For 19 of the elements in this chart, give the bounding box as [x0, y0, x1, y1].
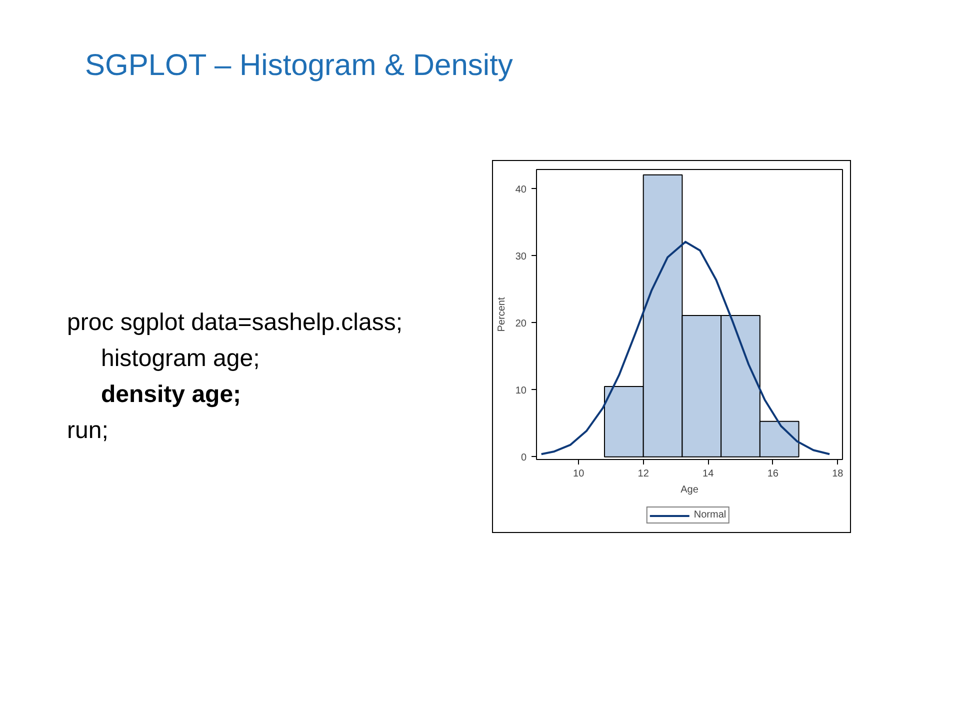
y-tick-label: 0	[520, 452, 527, 464]
text: run;	[67, 416, 110, 446]
y-tick-label: 40	[515, 184, 527, 196]
text: density age;	[100, 380, 242, 410]
y-axis-title: Percent	[496, 297, 508, 332]
x-tick-label: 10	[573, 468, 585, 480]
chart-title: SGPLOT – Histogram & Density	[85, 48, 513, 84]
x-axis-title: Age	[680, 484, 699, 496]
x-tick-label: 12	[638, 468, 650, 480]
x-tick-label: 14	[702, 468, 714, 480]
x-tick-label: 18	[832, 468, 844, 480]
y-tick-label: 20	[515, 318, 527, 330]
y-tick-label: 30	[515, 251, 527, 262]
line-series	[540, 240, 831, 456]
legend-label: Normal	[694, 510, 726, 520]
x-tick-label: 16	[767, 468, 779, 480]
text: proc sgplot data=sashelp.class;	[67, 308, 403, 338]
text: histogram age;	[100, 344, 261, 374]
y-tick-label: 10	[515, 385, 527, 396]
